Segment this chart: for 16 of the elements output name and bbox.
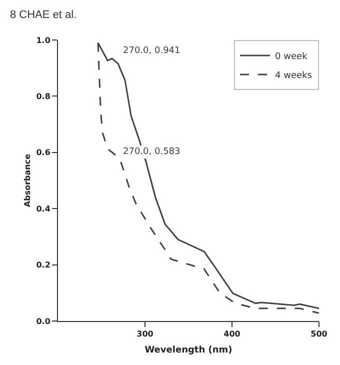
x-tick-label: 300	[136, 330, 154, 339]
text: 8 CHAE et al.	[10, 9, 77, 21]
y-tick-label: 0.6	[36, 148, 51, 158]
y-axis-title: Absorbance	[22, 153, 32, 208]
x-tick-label: 400	[224, 330, 241, 339]
legend-label: 0 week	[275, 52, 308, 62]
annotation: 270.0, 0.583	[123, 147, 180, 157]
annotation: 270.0, 0.941	[123, 46, 180, 56]
y-tick-label: 0.8	[36, 92, 51, 101]
y-tick-label: 0.4	[36, 204, 51, 214]
y-tick-label: 0.2	[36, 260, 50, 270]
y-tick-label: 1.0	[36, 36, 51, 45]
x-axis-title: Wevelength (nm)	[144, 345, 232, 356]
x-tick-label: 500	[310, 330, 328, 339]
y-tick-label: 0.0	[36, 316, 51, 326]
legend-label: 4 weeks	[275, 71, 312, 82]
